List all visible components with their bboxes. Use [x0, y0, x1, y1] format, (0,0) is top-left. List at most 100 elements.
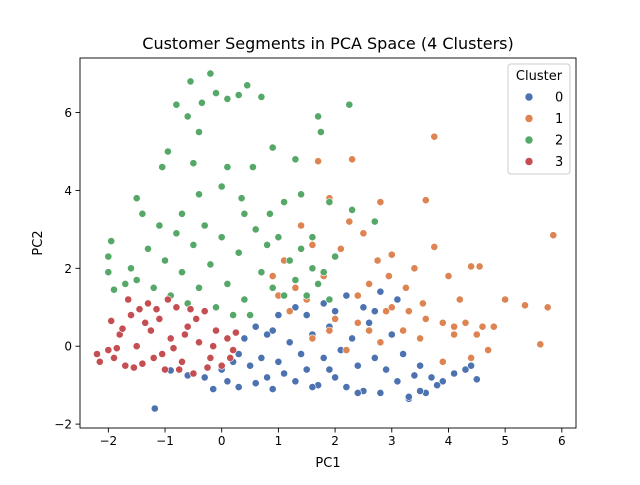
data-point	[353, 318, 362, 327]
data-point	[189, 369, 198, 378]
data-point	[291, 377, 300, 386]
data-point	[178, 268, 186, 277]
legend-marker	[524, 114, 534, 123]
data-point	[438, 377, 447, 386]
data-point	[404, 392, 413, 401]
data-point	[229, 311, 237, 319]
data-point	[399, 350, 407, 358]
data-point	[450, 330, 458, 339]
data-point	[200, 373, 209, 382]
data-point	[325, 198, 334, 206]
legend-marker	[524, 92, 534, 102]
x-axis: −2 −1 0 1 2 3 4 5 6	[99, 428, 566, 448]
data-point	[489, 322, 498, 331]
y-tick-label: 4	[64, 184, 72, 198]
data-point	[257, 93, 266, 101]
data-point	[450, 369, 458, 378]
data-point	[348, 205, 356, 214]
data-point	[467, 353, 475, 362]
data-point	[438, 318, 447, 327]
data-point	[297, 221, 305, 230]
data-point	[280, 198, 288, 206]
data-point	[206, 69, 215, 78]
data-point	[365, 326, 373, 335]
data-point	[416, 334, 424, 343]
data-point	[240, 209, 249, 218]
data-point	[183, 112, 192, 121]
data-point	[172, 229, 181, 238]
data-point	[265, 209, 274, 218]
data-point	[203, 363, 212, 372]
data-point	[146, 326, 155, 335]
data-point	[370, 217, 379, 226]
data-point	[195, 190, 203, 199]
data-point	[144, 244, 152, 253]
data-point	[376, 388, 385, 397]
data-point	[314, 279, 322, 288]
data-point	[418, 299, 427, 308]
data-point	[118, 324, 127, 333]
data-point	[195, 128, 203, 136]
series-1-points	[268, 132, 558, 366]
data-point	[478, 322, 487, 331]
data-point	[268, 143, 277, 152]
series-2-points	[104, 69, 379, 319]
data-point	[93, 350, 101, 358]
data-point	[365, 318, 373, 327]
data-point	[124, 295, 133, 304]
x-tick-label: 5	[501, 434, 509, 448]
data-point	[161, 256, 169, 265]
data-point	[223, 279, 232, 288]
data-point	[217, 182, 226, 191]
data-point	[178, 357, 186, 366]
data-point	[268, 385, 277, 393]
data-point	[316, 128, 325, 136]
data-point	[331, 307, 339, 316]
data-point	[461, 318, 470, 327]
data-point	[421, 196, 430, 205]
data-point	[152, 305, 161, 314]
data-point	[325, 295, 334, 304]
data-point	[319, 299, 328, 308]
data-point	[197, 98, 206, 107]
data-point	[110, 353, 118, 362]
x-tick-label: −1	[156, 434, 174, 448]
data-point	[200, 307, 209, 316]
data-point	[251, 225, 260, 234]
data-point	[404, 307, 413, 316]
x-tick-label: 1	[275, 434, 283, 448]
y-axis-label: PC2	[31, 230, 46, 255]
data-point	[195, 283, 203, 292]
data-point	[95, 357, 104, 366]
data-point	[285, 338, 294, 347]
data-point	[104, 252, 113, 261]
data-point	[192, 314, 201, 323]
data-point	[365, 279, 373, 288]
data-point	[393, 295, 402, 304]
data-point	[217, 233, 226, 242]
data-point	[240, 334, 249, 343]
data-point	[172, 303, 181, 312]
data-point	[248, 163, 257, 171]
data-point	[251, 322, 260, 331]
data-point	[461, 365, 470, 374]
data-point	[172, 100, 181, 109]
x-tick-label: 0	[218, 434, 226, 448]
data-point	[209, 342, 218, 351]
data-point	[189, 159, 198, 168]
data-point	[223, 334, 232, 343]
data-point	[345, 100, 354, 109]
data-point	[430, 132, 439, 141]
data-point	[475, 262, 484, 271]
data-point	[472, 330, 481, 339]
data-point	[543, 303, 552, 312]
data-point	[382, 365, 390, 374]
data-point	[175, 365, 184, 374]
data-point	[251, 379, 260, 388]
data-point	[212, 89, 220, 97]
data-point	[223, 95, 232, 103]
data-point	[387, 303, 396, 312]
data-point	[132, 342, 141, 351]
